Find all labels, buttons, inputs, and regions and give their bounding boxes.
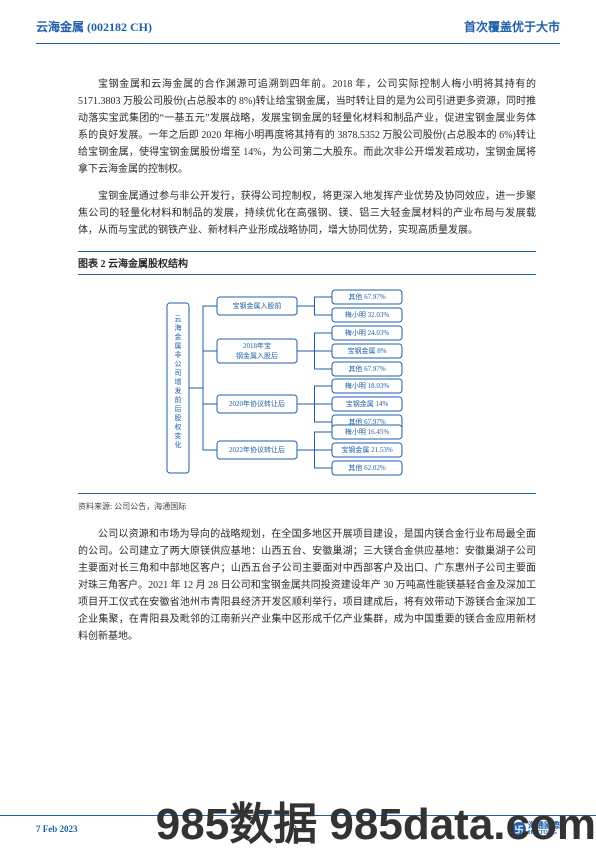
svg-text:云海金属非公司增发前后股权变化: 云海金属非公司增发前后股权变化 bbox=[175, 315, 182, 449]
chart-title-bar: 图表 2 云海金属股权结构 bbox=[78, 251, 536, 275]
page-footer: 7 Feb 2023 3 卐 海通國際 HAITONG 985数据 985dat… bbox=[0, 815, 596, 842]
header-divider bbox=[36, 43, 560, 44]
svg-text:梅小明 24.03%: 梅小明 24.03% bbox=[345, 328, 389, 337]
chart-source-text: 资料来源: 公司公告，海通国际 bbox=[78, 502, 186, 511]
ownership-flowchart: 云海金属非公司增发前后股权变化宝钢金属入股前其他 67.97%梅小明 32.03… bbox=[157, 283, 457, 489]
svg-text:宝钢金属 21.53%: 宝钢金属 21.53% bbox=[341, 445, 392, 454]
body-text-block-2: 公司以资源和市场为导向的战略规划，在全国多地区开展项目建设，是国内镁合金行业布局… bbox=[0, 526, 596, 645]
chart-container: 图表 2 云海金属股权结构 云海金属非公司增发前后股权变化宝钢金属入股前其他 6… bbox=[78, 251, 536, 514]
chart-body: 云海金属非公司增发前后股权变化宝钢金属入股前其他 67.97%梅小明 32.03… bbox=[78, 275, 536, 493]
rating-label: 首次覆盖优于大市 bbox=[464, 18, 560, 35]
page-header: 云海金属 (002182 CH) 首次覆盖优于大市 bbox=[0, 0, 596, 43]
svg-text:梅小明 16.45%: 梅小明 16.45% bbox=[345, 427, 389, 436]
footer-date: 7 Feb 2023 bbox=[36, 824, 78, 834]
svg-text:其他 67.97%: 其他 67.97% bbox=[348, 364, 385, 373]
chart-title: 图表 2 云海金属股权结构 bbox=[78, 259, 188, 270]
paragraph-1: 宝钢金属和云海金属的合作渊源可追溯到四年前。2018 年，公司实际控制人梅小明将… bbox=[78, 76, 536, 178]
body-text-block: 宝钢金属和云海金属的合作渊源可追溯到四年前。2018 年，公司实际控制人梅小明将… bbox=[0, 76, 596, 239]
svg-text:梅小明 32.03%: 梅小明 32.03% bbox=[345, 310, 389, 319]
svg-text:其他 67.97%: 其他 67.97% bbox=[348, 292, 385, 301]
svg-text:其他 62.02%: 其他 62.02% bbox=[348, 463, 385, 472]
chart-source-bar: 资料来源: 公司公告，海通国际 bbox=[78, 493, 536, 514]
svg-text:钢金属入股后: 钢金属入股后 bbox=[236, 351, 278, 360]
svg-text:宝钢金属 14%: 宝钢金属 14% bbox=[346, 399, 389, 408]
svg-text:宝钢金属 8%: 宝钢金属 8% bbox=[347, 346, 386, 355]
watermark-text: 985数据 985data.com bbox=[156, 788, 596, 852]
svg-text:宝钢金属入股前: 宝钢金属入股前 bbox=[233, 301, 282, 310]
paragraph-3: 公司以资源和市场为导向的战略规划，在全国多地区开展项目建设，是国内镁合金行业布局… bbox=[78, 526, 536, 645]
svg-text:2018年宝: 2018年宝 bbox=[243, 341, 271, 350]
paragraph-2: 宝钢金属通过参与非公开发行，获得公司控制权，将更深入地发挥产业优势及协同效应，进… bbox=[78, 188, 536, 239]
svg-text:梅小明 18.03%: 梅小明 18.03% bbox=[345, 381, 389, 390]
svg-text:2020年协议转让后: 2020年协议转让后 bbox=[229, 399, 285, 408]
svg-text:2022年协议转让后: 2022年协议转让后 bbox=[229, 445, 285, 454]
company-ticker: 云海金属 (002182 CH) bbox=[36, 18, 152, 35]
